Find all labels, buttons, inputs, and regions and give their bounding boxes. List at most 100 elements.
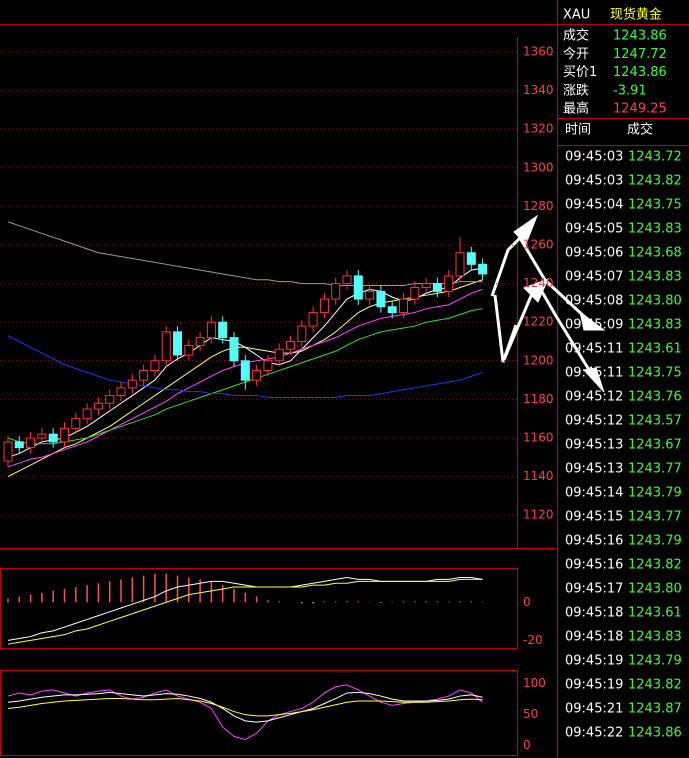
candle-body bbox=[161, 331, 171, 362]
y-tick-label: 1140 bbox=[523, 469, 554, 483]
trade-time: 09:45:11 bbox=[565, 366, 623, 381]
candle-body bbox=[308, 312, 318, 327]
y-tick-label: 1180 bbox=[523, 392, 554, 406]
candle-body bbox=[274, 348, 284, 362]
trade-price: 1243.75 bbox=[628, 366, 682, 381]
y-tick-label: 1160 bbox=[523, 430, 554, 444]
trade-time: 09:45:15 bbox=[565, 510, 623, 525]
trade-price: 1243.77 bbox=[628, 510, 682, 525]
trade-time: 09:45:05 bbox=[565, 222, 623, 237]
trades-header: 成交 bbox=[627, 122, 653, 138]
trade-price: 1243.82 bbox=[628, 558, 682, 573]
candle-body bbox=[3, 441, 13, 462]
quote-label: 成交 bbox=[563, 28, 589, 44]
y-tick-label: 1320 bbox=[523, 122, 554, 136]
candle-body bbox=[60, 427, 69, 443]
trade-time: 09:45:16 bbox=[565, 558, 623, 573]
trade-price: 1243.80 bbox=[628, 294, 682, 309]
trade-price: 1243.75 bbox=[628, 198, 682, 213]
candle-body bbox=[331, 283, 341, 300]
indicator-line bbox=[7, 221, 483, 287]
trade-price: 1243.87 bbox=[628, 702, 682, 717]
y-tick-label: 1300 bbox=[523, 160, 554, 174]
candle-body bbox=[116, 387, 126, 397]
candle-body bbox=[342, 275, 352, 285]
candle-body bbox=[37, 433, 47, 439]
quote-value: 1243.86 bbox=[613, 29, 667, 44]
candle-body bbox=[195, 337, 205, 346]
trade-price: 1243.61 bbox=[628, 606, 682, 621]
trade-time: 09:45:06 bbox=[565, 246, 623, 261]
y-tick-label: -20 bbox=[523, 633, 543, 647]
candle-body bbox=[26, 437, 36, 449]
candle-body bbox=[444, 275, 454, 292]
arrow bbox=[490, 236, 522, 297]
quote-label: 买价1 bbox=[563, 65, 597, 80]
candle-body bbox=[206, 321, 216, 339]
candle-body bbox=[127, 379, 137, 389]
y-tick-label: 100 bbox=[523, 676, 546, 690]
y-tick-label: 1120 bbox=[523, 508, 554, 522]
arrow bbox=[539, 289, 596, 379]
trade-price: 1243.77 bbox=[628, 462, 682, 477]
quote-value: -3.91 bbox=[613, 83, 647, 98]
trade-price: 1243.79 bbox=[628, 534, 682, 549]
trades-header: 时间 bbox=[565, 123, 591, 138]
symbol: XAU bbox=[563, 8, 590, 23]
arrow-head bbox=[583, 367, 605, 393]
candle-body bbox=[184, 344, 194, 356]
trade-time: 09:45:22 bbox=[565, 726, 623, 741]
trade-price: 1243.79 bbox=[628, 486, 682, 501]
candle-body bbox=[252, 369, 262, 381]
trade-price: 1243.79 bbox=[628, 654, 682, 669]
candle-body bbox=[455, 252, 465, 277]
quote-value: 1243.86 bbox=[613, 65, 667, 80]
quote-value: 1249.25 bbox=[613, 102, 667, 117]
candle-body bbox=[240, 360, 250, 381]
candle-body bbox=[365, 290, 375, 300]
symbol-name: 现货黄金 bbox=[610, 7, 662, 23]
y-tick-label: 1240 bbox=[523, 276, 554, 290]
y-tick-label: 1360 bbox=[523, 45, 554, 59]
candle-body bbox=[421, 283, 431, 288]
quote-label: 今开 bbox=[563, 46, 589, 62]
indicator-line bbox=[7, 684, 483, 741]
trade-price: 1243.86 bbox=[628, 726, 682, 741]
trade-time: 09:45:18 bbox=[565, 606, 623, 621]
quote-label: 最高 bbox=[563, 101, 589, 117]
y-tick-label: 1260 bbox=[523, 238, 554, 252]
candle-body bbox=[139, 369, 149, 381]
arrow-head bbox=[579, 310, 606, 331]
trade-price: 1243.61 bbox=[628, 342, 682, 357]
candle-body bbox=[399, 298, 408, 314]
candle-body bbox=[376, 290, 386, 308]
macd-frame bbox=[0, 568, 518, 649]
trade-time: 09:45:07 bbox=[565, 270, 623, 285]
trade-time: 09:45:09 bbox=[565, 318, 623, 333]
y-tick-label: 1340 bbox=[523, 83, 554, 97]
trade-time: 09:45:08 bbox=[565, 294, 623, 309]
trade-price: 1243.83 bbox=[628, 222, 682, 237]
candle-body bbox=[297, 325, 307, 343]
trade-time: 09:45:12 bbox=[565, 390, 623, 405]
trade-price: 1243.82 bbox=[628, 174, 682, 189]
trade-time: 09:45:19 bbox=[565, 678, 623, 693]
trade-price: 1243.57 bbox=[628, 414, 682, 429]
indicator-line bbox=[7, 691, 483, 723]
candle-body bbox=[48, 433, 58, 443]
candle-body bbox=[353, 275, 363, 300]
indicator-line bbox=[7, 335, 483, 398]
candle-body bbox=[71, 418, 81, 429]
indicator-line bbox=[7, 578, 483, 645]
trade-time: 09:45:14 bbox=[565, 486, 623, 501]
trade-time: 09:45:04 bbox=[565, 198, 623, 213]
candle-body bbox=[14, 441, 24, 449]
y-tick-label: 0 bbox=[523, 738, 531, 752]
trade-time: 09:45:19 bbox=[565, 654, 623, 669]
y-tick-label: 1280 bbox=[523, 199, 554, 213]
trade-price: 1243.80 bbox=[628, 582, 682, 597]
trade-time: 09:45:03 bbox=[565, 150, 623, 165]
quote-label: 涨跌 bbox=[563, 82, 589, 98]
candle-body bbox=[432, 283, 442, 292]
candle-body bbox=[286, 341, 295, 350]
